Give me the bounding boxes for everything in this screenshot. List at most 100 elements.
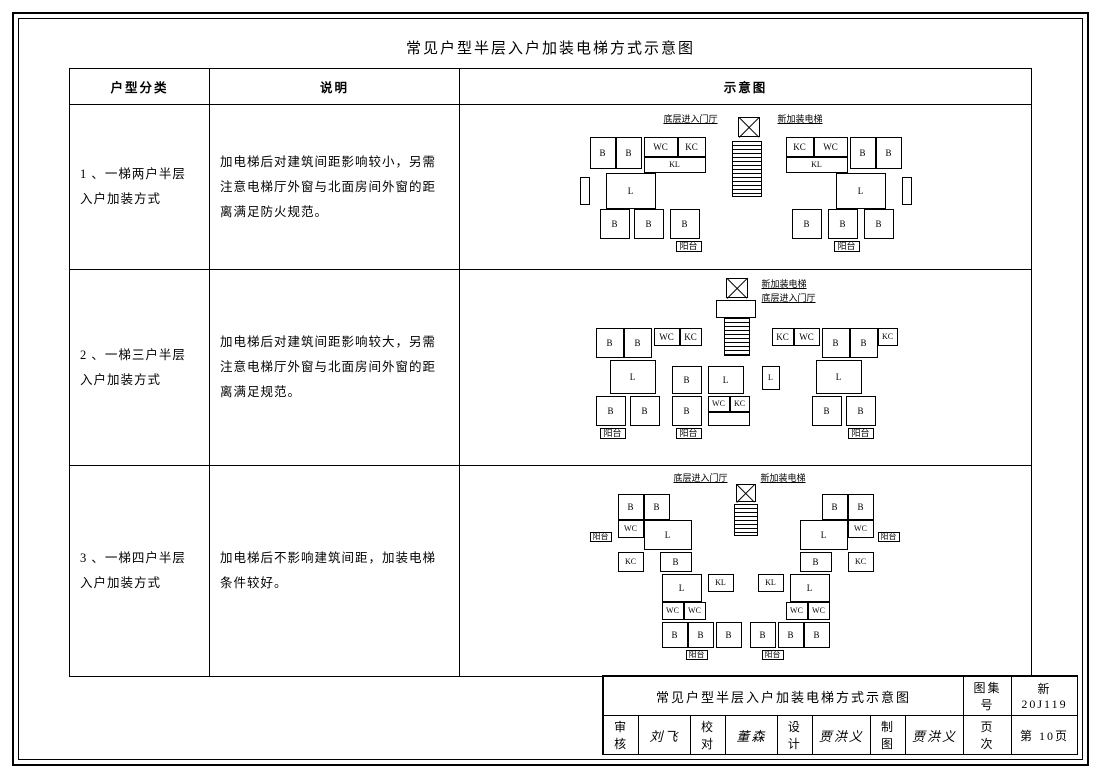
label-balcony: 阳台 [762,650,784,660]
title-block: 常见户型半层入户加装电梯方式示意图 图集号 新 20J119 审核 刘飞 校对 … [602,675,1078,755]
label-balcony: 阳台 [848,428,874,439]
room: B [688,622,714,648]
room: WC [786,602,808,620]
room: L [644,520,692,550]
elevator-icon [736,484,756,502]
room: WC [808,602,830,620]
drawing-title: 常见户型半层入户加装电梯方式示意图 [604,677,964,716]
stairs-icon [734,504,758,536]
room: B [662,622,688,648]
table-row: 1 、一梯两户半层入户加装方式 加电梯后对建筑间距影响较小，另需注意电梯厅外窗与… [70,105,1032,270]
desc-cell: 加电梯后不影响建筑间距，加装电梯条件较好。 [210,466,460,677]
label-balcony: 阳台 [590,532,612,542]
room: B [596,328,624,358]
table-row: 3 、一梯四户半层入户加装方式 加电梯后不影响建筑间距，加装电梯条件较好。 底层… [70,466,1032,677]
draft-label: 制图 [870,716,905,755]
room: L [762,366,780,390]
room: WC [654,328,680,346]
room: L [790,574,830,602]
review-label: 审核 [604,716,639,755]
desc-cell: 加电梯后对建筑间距影响较小，另需注意电梯厅外窗与北面房间外窗的距离满足防火规范。 [210,105,460,270]
stairs-icon [724,318,750,356]
label-balcony: 阳台 [834,241,860,252]
room: KC [878,328,898,346]
label-balcony: 阳台 [600,428,626,439]
table-row: 2 、一梯三户半层入户加装方式 加电梯后对建筑间距影响较大，另需注意电梯厅外窗与… [70,270,1032,466]
room [708,412,750,426]
room: B [750,622,776,648]
desc-cell: 加电梯后对建筑间距影响较大，另需注意电梯厅外窗与北面房间外窗的距离满足规范。 [210,270,460,466]
design-signature: 贾洪义 [812,716,870,755]
floorplan-1: 底层进入门厅 新加装电梯 B B WC KC KL L B B B [576,115,916,255]
room [716,300,756,318]
room: L [836,173,886,209]
room: B [828,209,858,239]
label-entry: 底层进入门厅 [674,474,728,483]
label-balcony: 阳台 [878,532,900,542]
room: B [624,328,652,358]
room: B [864,209,894,239]
room: B [822,328,850,358]
room [580,177,590,205]
label-balcony: 阳台 [686,650,708,660]
page-title: 常见户型半层入户加装电梯方式示意图 [69,37,1032,58]
page-no: 第 10页 [1012,716,1078,755]
room: KC [848,552,874,572]
label-elevator: 新加装电梯 [778,115,823,124]
stairs-icon [732,141,762,197]
room: KL [708,574,734,592]
floorplan-3: 底层进入门厅 新加装电梯 B B WC L KC B 阳台 B [566,474,926,664]
room: B [660,552,692,572]
room: B [800,552,832,572]
type-cell: 2 、一梯三户半层入户加装方式 [70,270,210,466]
room: WC [684,602,706,620]
room: KC [678,137,706,157]
label-entry: 底层进入门厅 [762,294,816,303]
room: L [662,574,702,602]
room: WC [794,328,820,346]
room: B [812,396,842,426]
room: B [618,494,644,520]
room: B [672,366,702,394]
room: B [600,209,630,239]
room: B [590,137,616,169]
room: B [672,396,702,426]
label-balcony: 阳台 [676,428,702,439]
room: WC [814,137,848,157]
page-label: 页 次 [964,716,1012,755]
label-entry: 底层进入门厅 [664,115,718,124]
room: KC [786,137,814,157]
layout-table: 户型分类 说明 示意图 1 、一梯两户半层入户加装方式 加电梯后对建筑间距影响较… [69,68,1032,677]
room: B [848,494,874,520]
room: B [630,396,660,426]
room: B [716,622,742,648]
room: KL [644,157,706,173]
room: B [616,137,642,169]
diagram-cell: 底层进入门厅 新加装电梯 B B WC L KC B 阳台 B [460,466,1032,677]
room: B [850,137,876,169]
room: B [850,328,878,358]
room: L [708,366,744,394]
room: KC [730,396,750,412]
set-no: 新 20J119 [1012,677,1078,716]
diagram-cell: 新加装电梯 底层进入门厅 B B WC KC L B B 阳台 [460,270,1032,466]
room: B [670,209,700,239]
room: L [800,520,848,550]
room: B [804,622,830,648]
room: WC [644,137,678,157]
diagram-cell: 底层进入门厅 新加装电梯 B B WC KC KL L B B B [460,105,1032,270]
room [902,177,912,205]
col-header-desc: 说明 [210,69,460,105]
room: WC [848,520,874,538]
draft-signature: 贾洪义 [906,716,964,755]
elevator-icon [738,117,760,137]
room: B [634,209,664,239]
room: KC [680,328,702,346]
design-label: 设计 [777,716,812,755]
room: B [846,396,876,426]
elevator-icon [726,278,748,298]
label-balcony: 阳台 [676,241,702,252]
room: B [596,396,626,426]
label-elevator: 新加装电梯 [761,474,806,483]
check-label: 校对 [690,716,725,755]
